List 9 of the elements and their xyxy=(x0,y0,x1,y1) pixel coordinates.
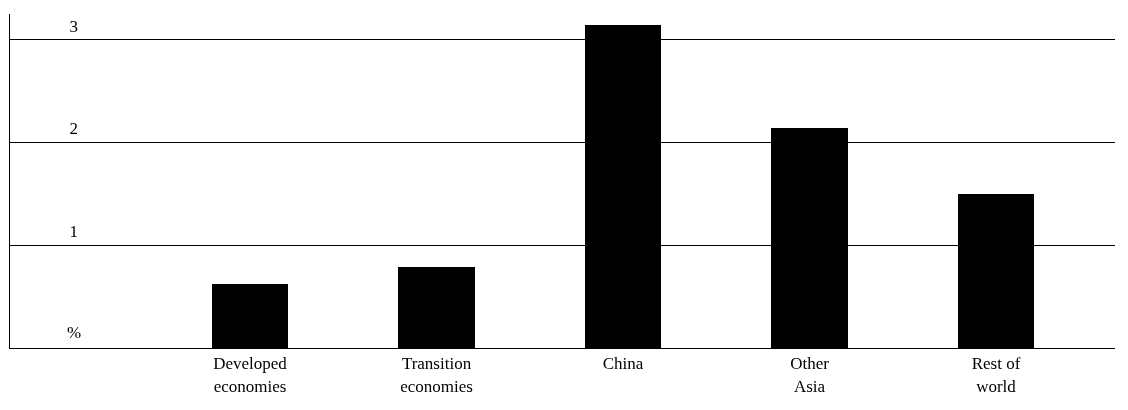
y-tick-label: 2 xyxy=(69,119,79,139)
x-tick-label: Rest of world xyxy=(971,354,1021,396)
y-tick-label: 1 xyxy=(69,222,79,242)
x-tick-label: Transition economies xyxy=(400,354,473,396)
x-tick-label: Developed economies xyxy=(213,354,288,396)
y-axis-title: % xyxy=(67,323,82,342)
y-tick-label: 3 xyxy=(69,16,79,36)
x-tick-label: Other Asia xyxy=(790,354,830,396)
x-tick-label: China xyxy=(602,354,644,374)
